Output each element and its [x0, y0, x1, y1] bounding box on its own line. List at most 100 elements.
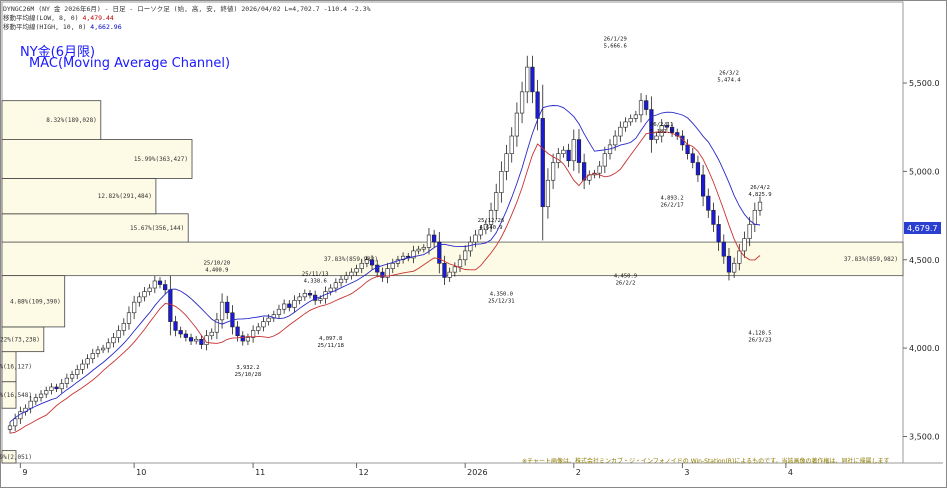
volume-profile-bar [1, 326, 45, 353]
candle-bull [478, 229, 483, 236]
candle-bull [152, 280, 157, 289]
candle-bear [566, 149, 571, 162]
annotation-date: 26/2/2 [616, 280, 636, 286]
candle-bull [349, 271, 354, 276]
candle-bull [328, 287, 333, 292]
candle-bull [550, 162, 556, 181]
candle-bear [188, 337, 194, 342]
candle-bear [726, 255, 732, 273]
volume-profile-bar [1, 100, 102, 140]
candle-bull [85, 358, 90, 365]
candle-bull [95, 349, 101, 354]
ma-high-line [9, 105, 761, 423]
candle-bear [287, 303, 292, 308]
annotation-value: 4,893.2 [660, 195, 683, 201]
candle-bear [442, 262, 447, 278]
volume-profile-label: 0.95%(16,548) [0, 392, 32, 399]
candle-bear [168, 289, 173, 322]
candle-bull [359, 262, 364, 269]
candle-bull [44, 390, 49, 395]
x-tick-label: 11 [255, 468, 265, 477]
x-tick-label: 12 [359, 468, 369, 477]
header-line-ma-low: 移動平均線(LOW, 8, 0) 4,479.44 [3, 14, 114, 22]
candle-bull [556, 153, 561, 163]
candle-bear [380, 271, 385, 278]
annotation-value: 4,640.9 [479, 225, 502, 231]
candle-bull [49, 386, 54, 391]
volume-profile-label: 1.19%(2,051) [0, 454, 32, 461]
candle-bull [214, 319, 220, 333]
candle-bear [157, 280, 163, 285]
annotation-date: 26/2/11 [650, 122, 673, 128]
candle-bull [209, 331, 214, 337]
y-tick-label: 5,000.0 [909, 167, 940, 176]
candle-bull [747, 224, 752, 239]
annotation-date: 26/4/2 [750, 185, 770, 191]
candle-bull [602, 153, 607, 167]
x-tick-label: 4 [788, 468, 793, 477]
candle-bear [711, 209, 716, 225]
volume-profile-bar [1, 139, 193, 179]
candle-bull [256, 326, 261, 331]
candle-bull [100, 347, 106, 351]
candle-bull [137, 296, 142, 303]
candle-bull [266, 317, 271, 322]
volume-profile-bar [1, 178, 157, 215]
candle-bull [7, 425, 13, 430]
candle-bull [483, 224, 488, 231]
candle-bull [416, 248, 421, 252]
candle-bull [261, 321, 266, 328]
candle-bear [706, 195, 711, 211]
current-price-label: 4,679.7 [907, 224, 938, 233]
y-tick-label: 4,500.0 [909, 256, 940, 265]
volume-profile-bar [1, 213, 189, 243]
candle-bear [664, 125, 670, 128]
annotation-date: 25/11/18 [317, 343, 344, 349]
candle-bull [752, 209, 757, 225]
candle-bear [375, 264, 380, 273]
candle-bull [519, 91, 525, 114]
candle-bull [219, 301, 225, 321]
candle-bull [69, 374, 75, 379]
volume-profile-bar [1, 450, 17, 464]
candle-bull [571, 139, 576, 162]
volume-profile-label: 0.71%(16,127) [0, 364, 32, 371]
candle-bull [250, 330, 256, 338]
candle-bull [494, 192, 499, 211]
volume-profile-label: 15.67%(356,144) [130, 225, 184, 232]
candle-bull [116, 330, 121, 338]
candle-bull [292, 300, 297, 308]
candle-bull [297, 296, 302, 301]
annotation-value: 4,825.9 [748, 192, 771, 198]
candle-bear [437, 241, 442, 264]
candle-bear [173, 321, 178, 331]
candle-bull [147, 287, 152, 292]
candle-bull [633, 114, 638, 119]
candle-bear [540, 118, 545, 208]
candle-bull [64, 377, 70, 384]
candle-bear [183, 333, 188, 338]
candle-bear [535, 91, 540, 119]
candle-bull [628, 118, 633, 123]
candle-bull [618, 126, 623, 137]
highlight-band [1, 241, 904, 277]
annotation-date: 25/10/20 [204, 260, 231, 266]
candle-bull [333, 282, 338, 289]
x-tick-label: 2026 [467, 468, 487, 477]
volume-profile-label: 15.99%(363,427) [134, 156, 188, 163]
volume-profile-bar [1, 275, 66, 328]
candle-bull [468, 241, 473, 252]
annotation-date: 26/2/17 [660, 202, 683, 208]
candle-bear [721, 241, 726, 257]
annotation-date: 25/11/13 [302, 271, 329, 277]
annotation-date: 25/12/26 [478, 218, 505, 224]
candle-bull [561, 149, 566, 155]
candle-bull [38, 393, 44, 398]
volume-profile-label: 37.83%(859,982) [324, 256, 378, 263]
annotation-value: 4,350.0 [490, 291, 513, 297]
candle-bull [463, 250, 468, 261]
candle-bear [199, 338, 204, 345]
candle-bull [338, 278, 344, 284]
candle-bull [111, 337, 116, 344]
